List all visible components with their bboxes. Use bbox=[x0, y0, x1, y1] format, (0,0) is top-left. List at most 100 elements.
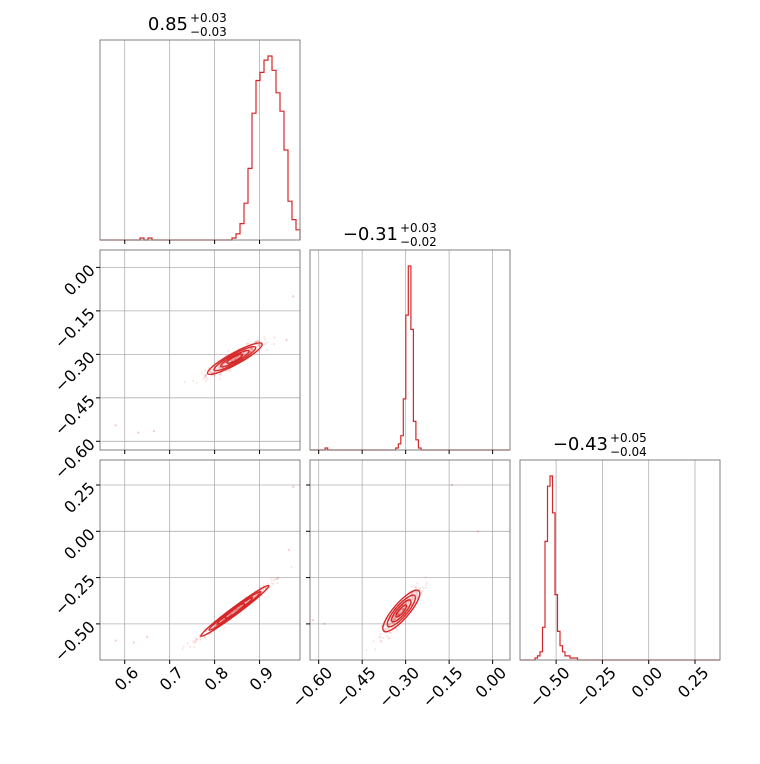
scatter-point bbox=[264, 586, 268, 589]
scatter-point bbox=[415, 582, 418, 585]
scatter-point bbox=[413, 592, 416, 595]
scatter-point bbox=[415, 595, 418, 598]
panel-frame bbox=[519, 459, 721, 661]
scatter-point bbox=[401, 608, 404, 611]
scatter-point bbox=[231, 358, 234, 362]
scatter-point bbox=[189, 645, 192, 648]
scatter-point bbox=[387, 637, 390, 640]
panel-background bbox=[520, 460, 720, 660]
scatter-point bbox=[258, 344, 261, 347]
scatter-point bbox=[229, 369, 232, 372]
scatter-point bbox=[249, 348, 253, 351]
scatter-points bbox=[114, 485, 295, 651]
title-value: 0.85 bbox=[148, 14, 188, 35]
scatter-point bbox=[227, 349, 230, 352]
scatter-point bbox=[262, 589, 265, 592]
scatter-point bbox=[236, 608, 239, 611]
scatter-point bbox=[395, 627, 398, 630]
title-lower-error: −0.02 bbox=[400, 235, 437, 249]
x-tick-label: 0.00 bbox=[628, 663, 667, 702]
scatter-point bbox=[257, 339, 260, 342]
scatter-point bbox=[183, 381, 186, 384]
scatter-point bbox=[203, 636, 207, 639]
scatter-point bbox=[393, 617, 396, 620]
scatter-point bbox=[255, 593, 258, 597]
scatter-point bbox=[224, 362, 227, 365]
scatter-point bbox=[194, 637, 197, 641]
contour-level-2 bbox=[219, 349, 250, 368]
scatter-point bbox=[255, 340, 258, 343]
scatter-point bbox=[416, 595, 419, 598]
scatter-point bbox=[389, 622, 392, 625]
scatter-point bbox=[398, 611, 402, 614]
scatter-point bbox=[402, 607, 405, 611]
panel-background bbox=[100, 40, 300, 240]
scatter-point bbox=[397, 612, 400, 615]
scatter-point bbox=[237, 355, 240, 358]
scatter-point bbox=[397, 613, 400, 616]
scatter-point bbox=[421, 589, 424, 593]
scatter-point bbox=[235, 356, 238, 359]
scatter-point bbox=[411, 598, 414, 602]
scatter-point bbox=[397, 613, 400, 616]
scatter-point bbox=[257, 343, 260, 346]
scatter-point bbox=[272, 579, 276, 582]
scatter-point bbox=[249, 350, 252, 353]
scatter-point bbox=[415, 593, 418, 597]
scatter-point bbox=[254, 341, 257, 344]
scatter-point bbox=[245, 343, 248, 346]
x-tick-label: −0.25 bbox=[572, 663, 620, 711]
x-tick-label: 0.6 bbox=[111, 663, 142, 694]
panel-frame bbox=[99, 459, 301, 661]
scatter-point bbox=[397, 613, 400, 616]
scatter-point bbox=[132, 641, 135, 644]
scatter-point bbox=[263, 338, 266, 341]
panel-frame bbox=[99, 39, 301, 241]
y-tick-label: −0.15 bbox=[51, 304, 99, 352]
contour-level-1 bbox=[226, 353, 244, 365]
scatter-point bbox=[276, 581, 279, 585]
scatter-point bbox=[222, 364, 225, 367]
scatter-point bbox=[229, 612, 233, 615]
scatter-point bbox=[411, 596, 415, 600]
panel-background bbox=[100, 250, 300, 450]
scatter-point bbox=[233, 357, 236, 360]
scatter-point bbox=[373, 648, 377, 651]
scatter-point bbox=[421, 586, 425, 589]
scatter-point bbox=[410, 585, 414, 588]
scatter-point bbox=[381, 636, 384, 639]
scatter-point bbox=[409, 597, 412, 600]
scatter-point bbox=[416, 591, 419, 594]
scatter-point bbox=[236, 607, 240, 610]
scatter-point bbox=[390, 621, 393, 625]
scatter-point bbox=[270, 581, 273, 584]
scatter-point bbox=[146, 635, 149, 638]
scatter-point bbox=[273, 336, 276, 339]
scatter-point bbox=[388, 619, 391, 622]
scatter-point bbox=[411, 598, 414, 601]
scatter-point bbox=[231, 359, 234, 362]
y-tick-label: 0.00 bbox=[60, 525, 99, 564]
contour-level-4 bbox=[382, 589, 421, 633]
scatter-point bbox=[249, 349, 252, 352]
scatter-point bbox=[227, 614, 231, 617]
scatter-point bbox=[384, 627, 388, 630]
scatter-point bbox=[396, 613, 399, 617]
scatter-point bbox=[218, 373, 222, 376]
scatter-point bbox=[199, 638, 202, 641]
scatter-point bbox=[379, 639, 382, 642]
y-tick-label: 0.00 bbox=[60, 261, 99, 300]
scatter-point bbox=[392, 617, 395, 620]
scatter-points bbox=[114, 295, 295, 434]
scatter-point bbox=[412, 596, 415, 600]
scatter-point bbox=[415, 592, 418, 595]
scatter-point bbox=[276, 577, 279, 580]
scatter-point bbox=[181, 648, 184, 651]
scatter-point bbox=[387, 627, 390, 631]
x-tick-label: 0.8 bbox=[201, 663, 232, 694]
scatter-point bbox=[406, 602, 410, 606]
x-tick-label: 0.25 bbox=[674, 663, 713, 702]
scatter-point bbox=[393, 616, 396, 619]
scatter-point bbox=[387, 622, 390, 625]
